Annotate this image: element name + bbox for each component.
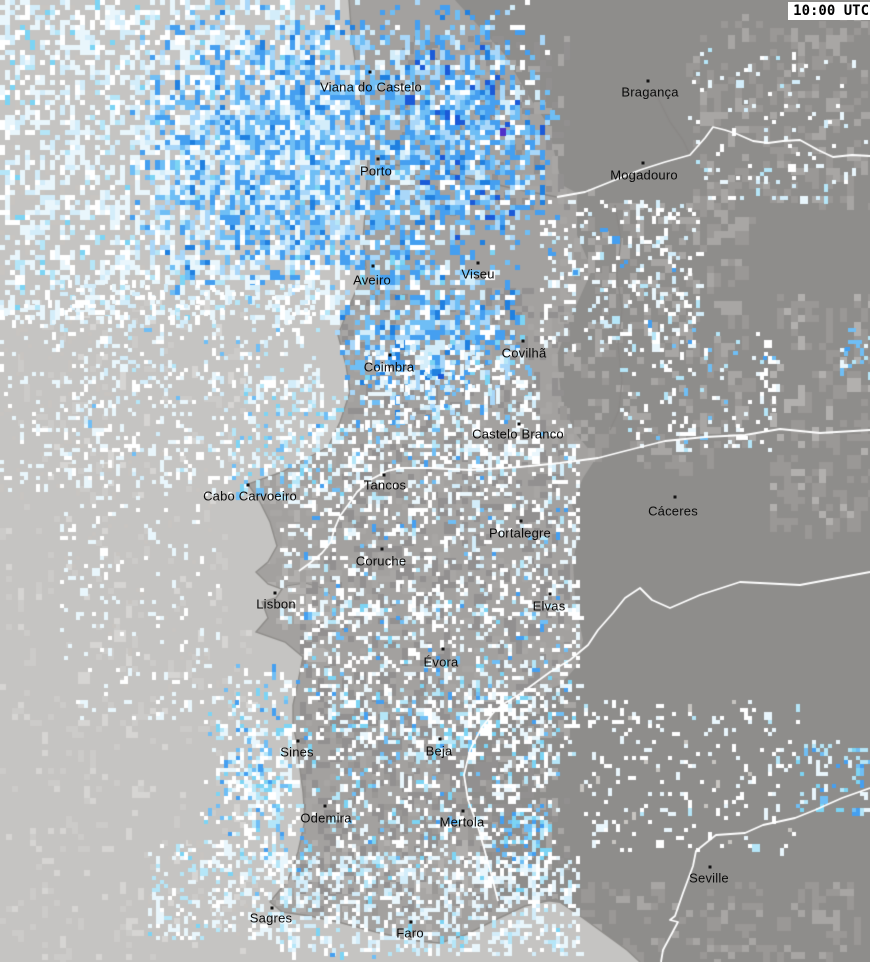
city-dot-icon xyxy=(519,519,523,523)
city-dot-icon xyxy=(296,739,300,743)
city-dot-icon xyxy=(438,737,442,741)
city-label: Mertola xyxy=(439,814,485,830)
city-dot-icon xyxy=(380,547,384,551)
city-label: Tancos xyxy=(363,477,407,493)
city-label: Évora xyxy=(423,654,459,670)
city-dot-icon xyxy=(461,809,465,813)
city-label: Mogadouro xyxy=(610,167,678,183)
city-label: Portalegre xyxy=(489,525,551,541)
city-label: Sines xyxy=(280,744,314,760)
city-label: Covilhã xyxy=(501,345,547,361)
city-dot-icon xyxy=(368,70,372,74)
city-dot-icon xyxy=(641,161,645,165)
city-label: Odemira xyxy=(300,810,352,826)
city-dot-icon xyxy=(441,647,445,651)
city-dot-icon xyxy=(323,804,327,808)
city-dot-icon xyxy=(371,264,375,268)
city-label: Porto xyxy=(359,163,393,179)
city-label: Coruche xyxy=(355,553,407,569)
city-label: Viseu xyxy=(461,266,495,282)
city-dot-icon xyxy=(708,865,712,869)
city-dot-icon xyxy=(521,339,525,343)
city-label: Sagres xyxy=(249,910,293,926)
city-label: Coimbra xyxy=(363,359,415,375)
city-dot-icon xyxy=(376,157,380,161)
city-dot-icon xyxy=(476,261,480,265)
city-label: Elvas xyxy=(532,598,566,614)
city-label: Aveiro xyxy=(353,272,391,288)
city-dot-icon xyxy=(517,422,521,426)
city-label: Viana do Castelo xyxy=(320,79,422,95)
city-dot-icon xyxy=(548,592,552,596)
city-dot-icon xyxy=(382,473,386,477)
timestamp-badge: 10:00 UTC xyxy=(788,2,870,20)
city-dot-icon xyxy=(388,353,392,357)
city-dot-icon xyxy=(409,920,413,924)
city-dot-icon xyxy=(246,483,250,487)
city-dot-icon xyxy=(673,495,677,499)
city-dot-icon xyxy=(270,906,274,910)
city-dot-icon xyxy=(273,591,277,595)
city-dot-icon xyxy=(646,79,650,83)
city-label: Cabo Carvoeiro xyxy=(203,488,297,504)
city-label: Seville xyxy=(689,870,729,886)
city-label: Castelo Branco xyxy=(472,426,564,442)
city-label: Cáceres xyxy=(648,503,698,519)
city-label: Lisbon xyxy=(256,596,296,612)
city-label: Beja xyxy=(425,743,453,759)
city-label: Bragança xyxy=(621,84,679,100)
city-label: Faro xyxy=(396,925,424,941)
